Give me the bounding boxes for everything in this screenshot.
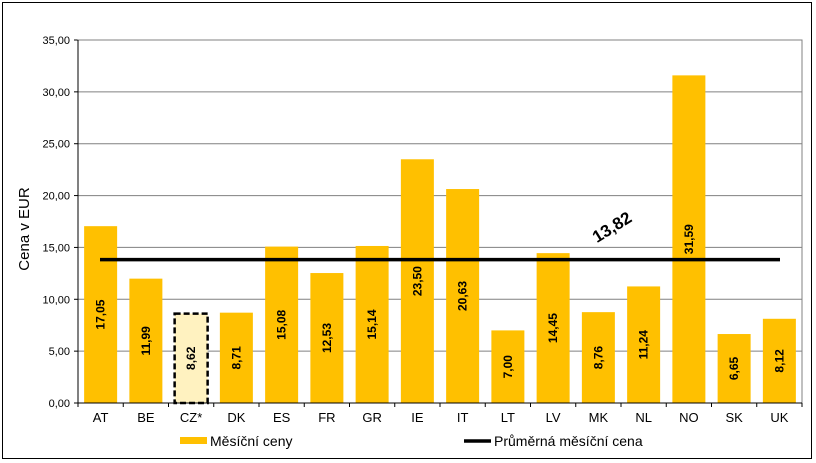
value-label-6: 15,14	[365, 309, 379, 339]
value-label-2: 8,62	[184, 346, 198, 370]
legend-label-average: Průměrná měsíční cena	[494, 433, 643, 449]
bars	[84, 75, 796, 405]
bar-nl	[627, 286, 661, 403]
value-label-9: 7,00	[501, 355, 515, 379]
value-label-13: 31,59	[682, 224, 696, 254]
bar-lv	[536, 253, 570, 403]
axes	[77, 39, 803, 407]
bar-be	[129, 278, 163, 403]
y-tick-label-3: 15,00	[42, 242, 70, 254]
bar-ie	[400, 159, 434, 403]
x-tick-label-5: FR	[318, 410, 335, 425]
x-tick-label-10: LV	[546, 410, 561, 425]
x-tick-label-1: BE	[137, 410, 155, 425]
y-tick-labels: 0,00 5,00 10,00 15,00 20,00 25,00 30,00 35,00	[42, 35, 70, 410]
legend-label-bars: Měsíční ceny	[210, 433, 292, 449]
x-tick-label-14: SK	[725, 410, 743, 425]
value-label-5: 12,53	[320, 323, 334, 353]
x-tick-label-8: IT	[457, 410, 469, 425]
bar-gr	[355, 245, 389, 403]
y-tick-label-0: 0,00	[49, 398, 70, 410]
x-tick-label-15: UK	[770, 410, 788, 425]
x-tick-labels: AT BE CZ* DK ES FR GR IE IT LT LV MK NL NO SK UK	[93, 410, 789, 425]
bar-no	[672, 75, 706, 403]
x-tick-label-2: CZ*	[180, 410, 202, 425]
value-label-1: 11,99	[139, 326, 153, 356]
bar-it	[446, 189, 480, 403]
x-tick-label-11: MK	[589, 410, 609, 425]
value-label-15: 8,12	[772, 349, 786, 373]
y-axis-label: Cena v EUR	[16, 187, 33, 271]
bar-lt	[491, 330, 525, 403]
y-tick-label-5: 25,00	[42, 139, 70, 151]
bar-fr	[310, 273, 344, 403]
value-label-10: 14,45	[546, 313, 560, 343]
x-tick-label-4: ES	[273, 410, 291, 425]
x-tick-label-0: AT	[93, 410, 109, 425]
value-labels: 17,05 11,99 8,62 8,71 15,08 12,53 15,14 23,50 20…	[94, 224, 787, 380]
value-label-12: 11,24	[637, 330, 651, 360]
x-tick-label-7: IE	[411, 410, 424, 425]
value-label-7: 23,50	[410, 266, 424, 296]
x-tick-label-12: NL	[635, 410, 652, 425]
value-label-0: 17,05	[94, 299, 108, 329]
value-label-11: 8,76	[591, 346, 605, 370]
value-label-4: 15,08	[275, 309, 289, 339]
average-value-label: 13,82	[589, 208, 635, 247]
value-label-3: 8,71	[229, 346, 243, 370]
x-tick-label-6: GR	[362, 410, 382, 425]
bar-sk	[717, 334, 751, 403]
legend: Měsíční ceny Průměrná měsíční cena	[180, 433, 643, 449]
y-tick-label-6: 30,00	[42, 87, 70, 99]
x-tick-label-3: DK	[227, 410, 245, 425]
x-tick-label-13: NO	[679, 410, 699, 425]
y-tick-label-7: 35,00	[42, 35, 70, 47]
value-label-14: 6,65	[727, 357, 741, 381]
value-label-8: 20,63	[456, 281, 470, 311]
x-tick-label-9: LT	[501, 410, 515, 425]
bar-es	[265, 246, 299, 403]
legend-swatch-bars	[180, 437, 207, 444]
bar-mk	[581, 312, 615, 403]
bar-dk	[219, 312, 253, 403]
y-tick-label-2: 10,00	[42, 294, 70, 306]
y-tick-label-4: 20,00	[42, 191, 70, 203]
bar-uk	[762, 318, 796, 403]
bar-at	[84, 226, 118, 403]
y-tick-label-1: 5,00	[49, 346, 70, 358]
